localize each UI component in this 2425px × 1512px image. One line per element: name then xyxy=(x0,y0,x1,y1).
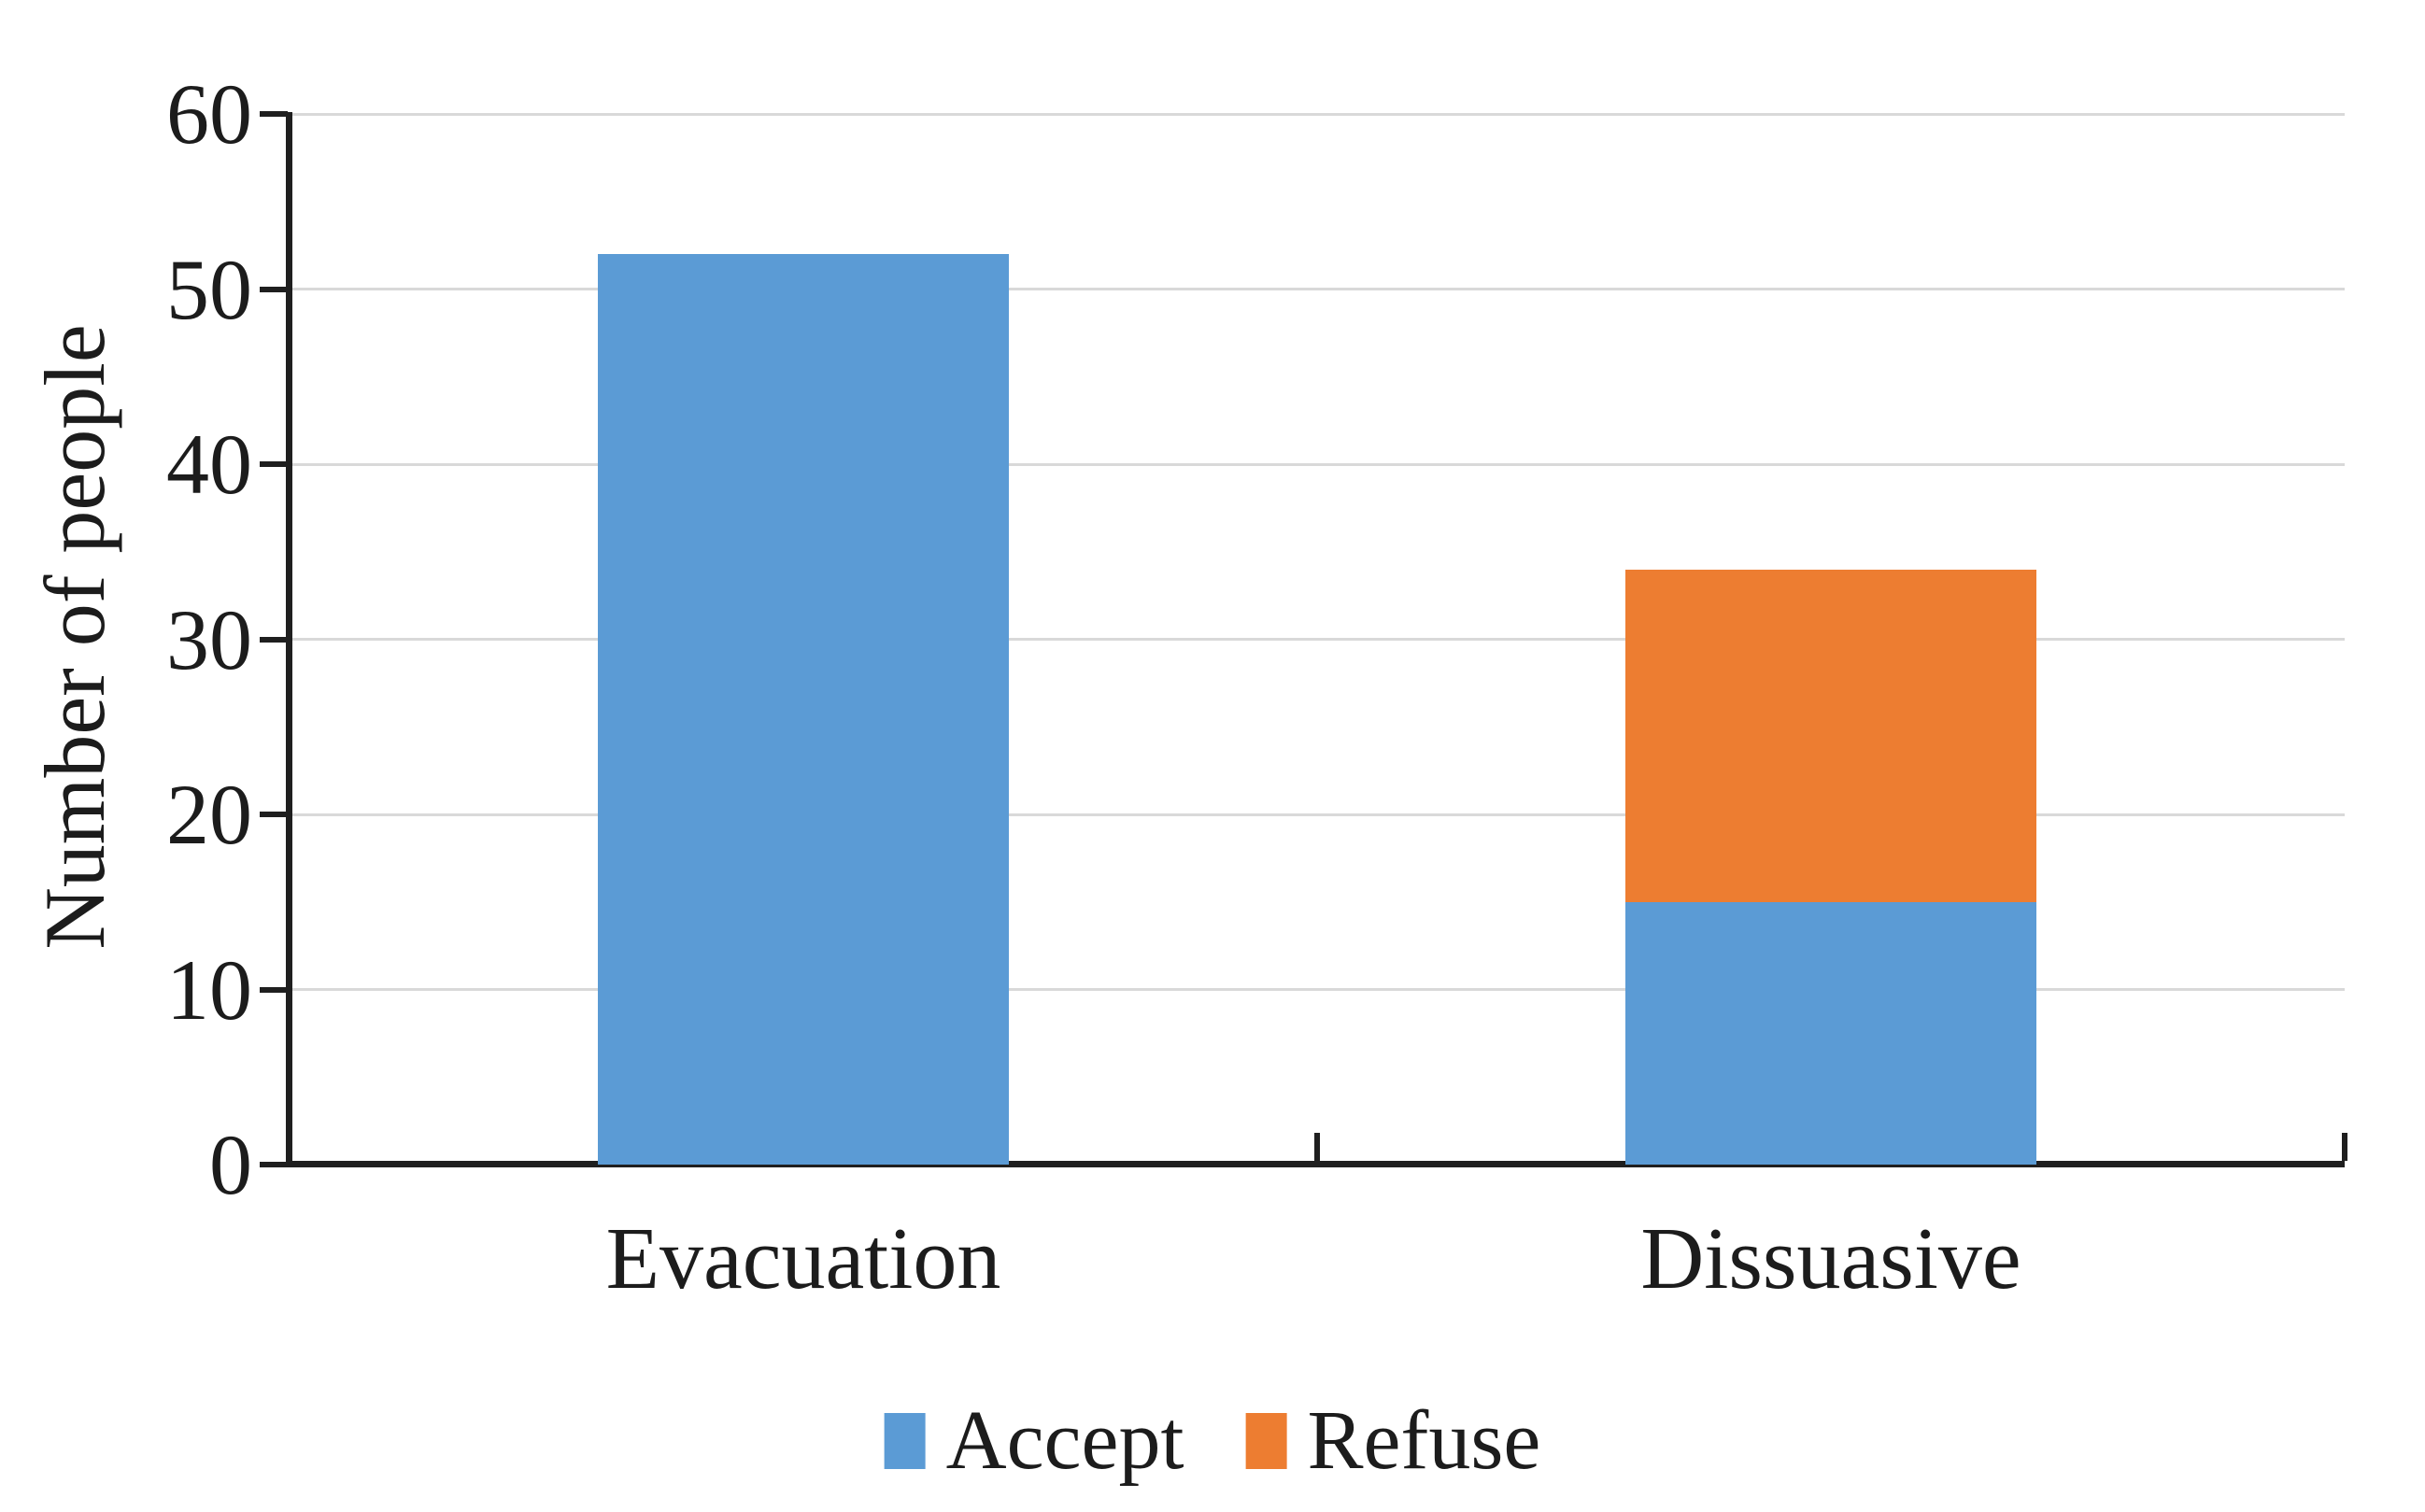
legend-item-accept: Accept xyxy=(884,1390,1184,1492)
plot-area xyxy=(260,111,2347,1167)
legend-swatch-refuse-icon xyxy=(1245,1413,1287,1469)
bar-segment-refuse-dissuasive xyxy=(1625,569,2036,902)
legend-swatch-accept-icon xyxy=(884,1413,926,1469)
x-axis-tick xyxy=(1314,1133,1320,1161)
y-axis-tick xyxy=(260,812,288,817)
x-axis-line xyxy=(286,1161,2345,1167)
y-tick-label: 10 xyxy=(166,941,252,1038)
gridline xyxy=(290,813,2345,816)
y-axis-tick xyxy=(260,111,288,117)
legend-label-refuse: Refuse xyxy=(1307,1394,1541,1487)
y-axis-tick xyxy=(260,461,288,467)
legend-item-refuse: Refuse xyxy=(1245,1390,1540,1492)
y-tick-label: 40 xyxy=(166,417,252,512)
y-tick-label: 20 xyxy=(166,767,252,862)
y-axis-tick xyxy=(260,1162,288,1167)
x-category-label-evacuation: Evacuation xyxy=(605,1210,1001,1307)
legend: Accept Refuse xyxy=(884,1390,1540,1492)
y-axis-tick xyxy=(260,286,288,292)
y-tick-label: 30 xyxy=(166,591,252,687)
bar-segment-accept-evacuation xyxy=(598,254,1009,1165)
y-axis-tick xyxy=(260,636,288,643)
y-tick-label: 50 xyxy=(166,241,252,337)
y-tick-label: 60 xyxy=(166,66,252,162)
legend-label-accept: Accept xyxy=(945,1394,1184,1487)
x-axis-tick xyxy=(2342,1133,2347,1161)
bar-segment-accept-dissuasive xyxy=(1625,901,2036,1165)
y-axis-line xyxy=(286,112,292,1167)
y-axis-tick xyxy=(260,986,288,993)
gridline xyxy=(290,638,2345,641)
gridline xyxy=(290,112,2345,116)
gridline xyxy=(290,288,2345,290)
gridline xyxy=(290,988,2345,991)
gridline xyxy=(290,462,2345,466)
y-tick-label: 0 xyxy=(209,1117,252,1212)
x-category-label-dissuasive: Dissuasive xyxy=(1640,1210,2021,1307)
